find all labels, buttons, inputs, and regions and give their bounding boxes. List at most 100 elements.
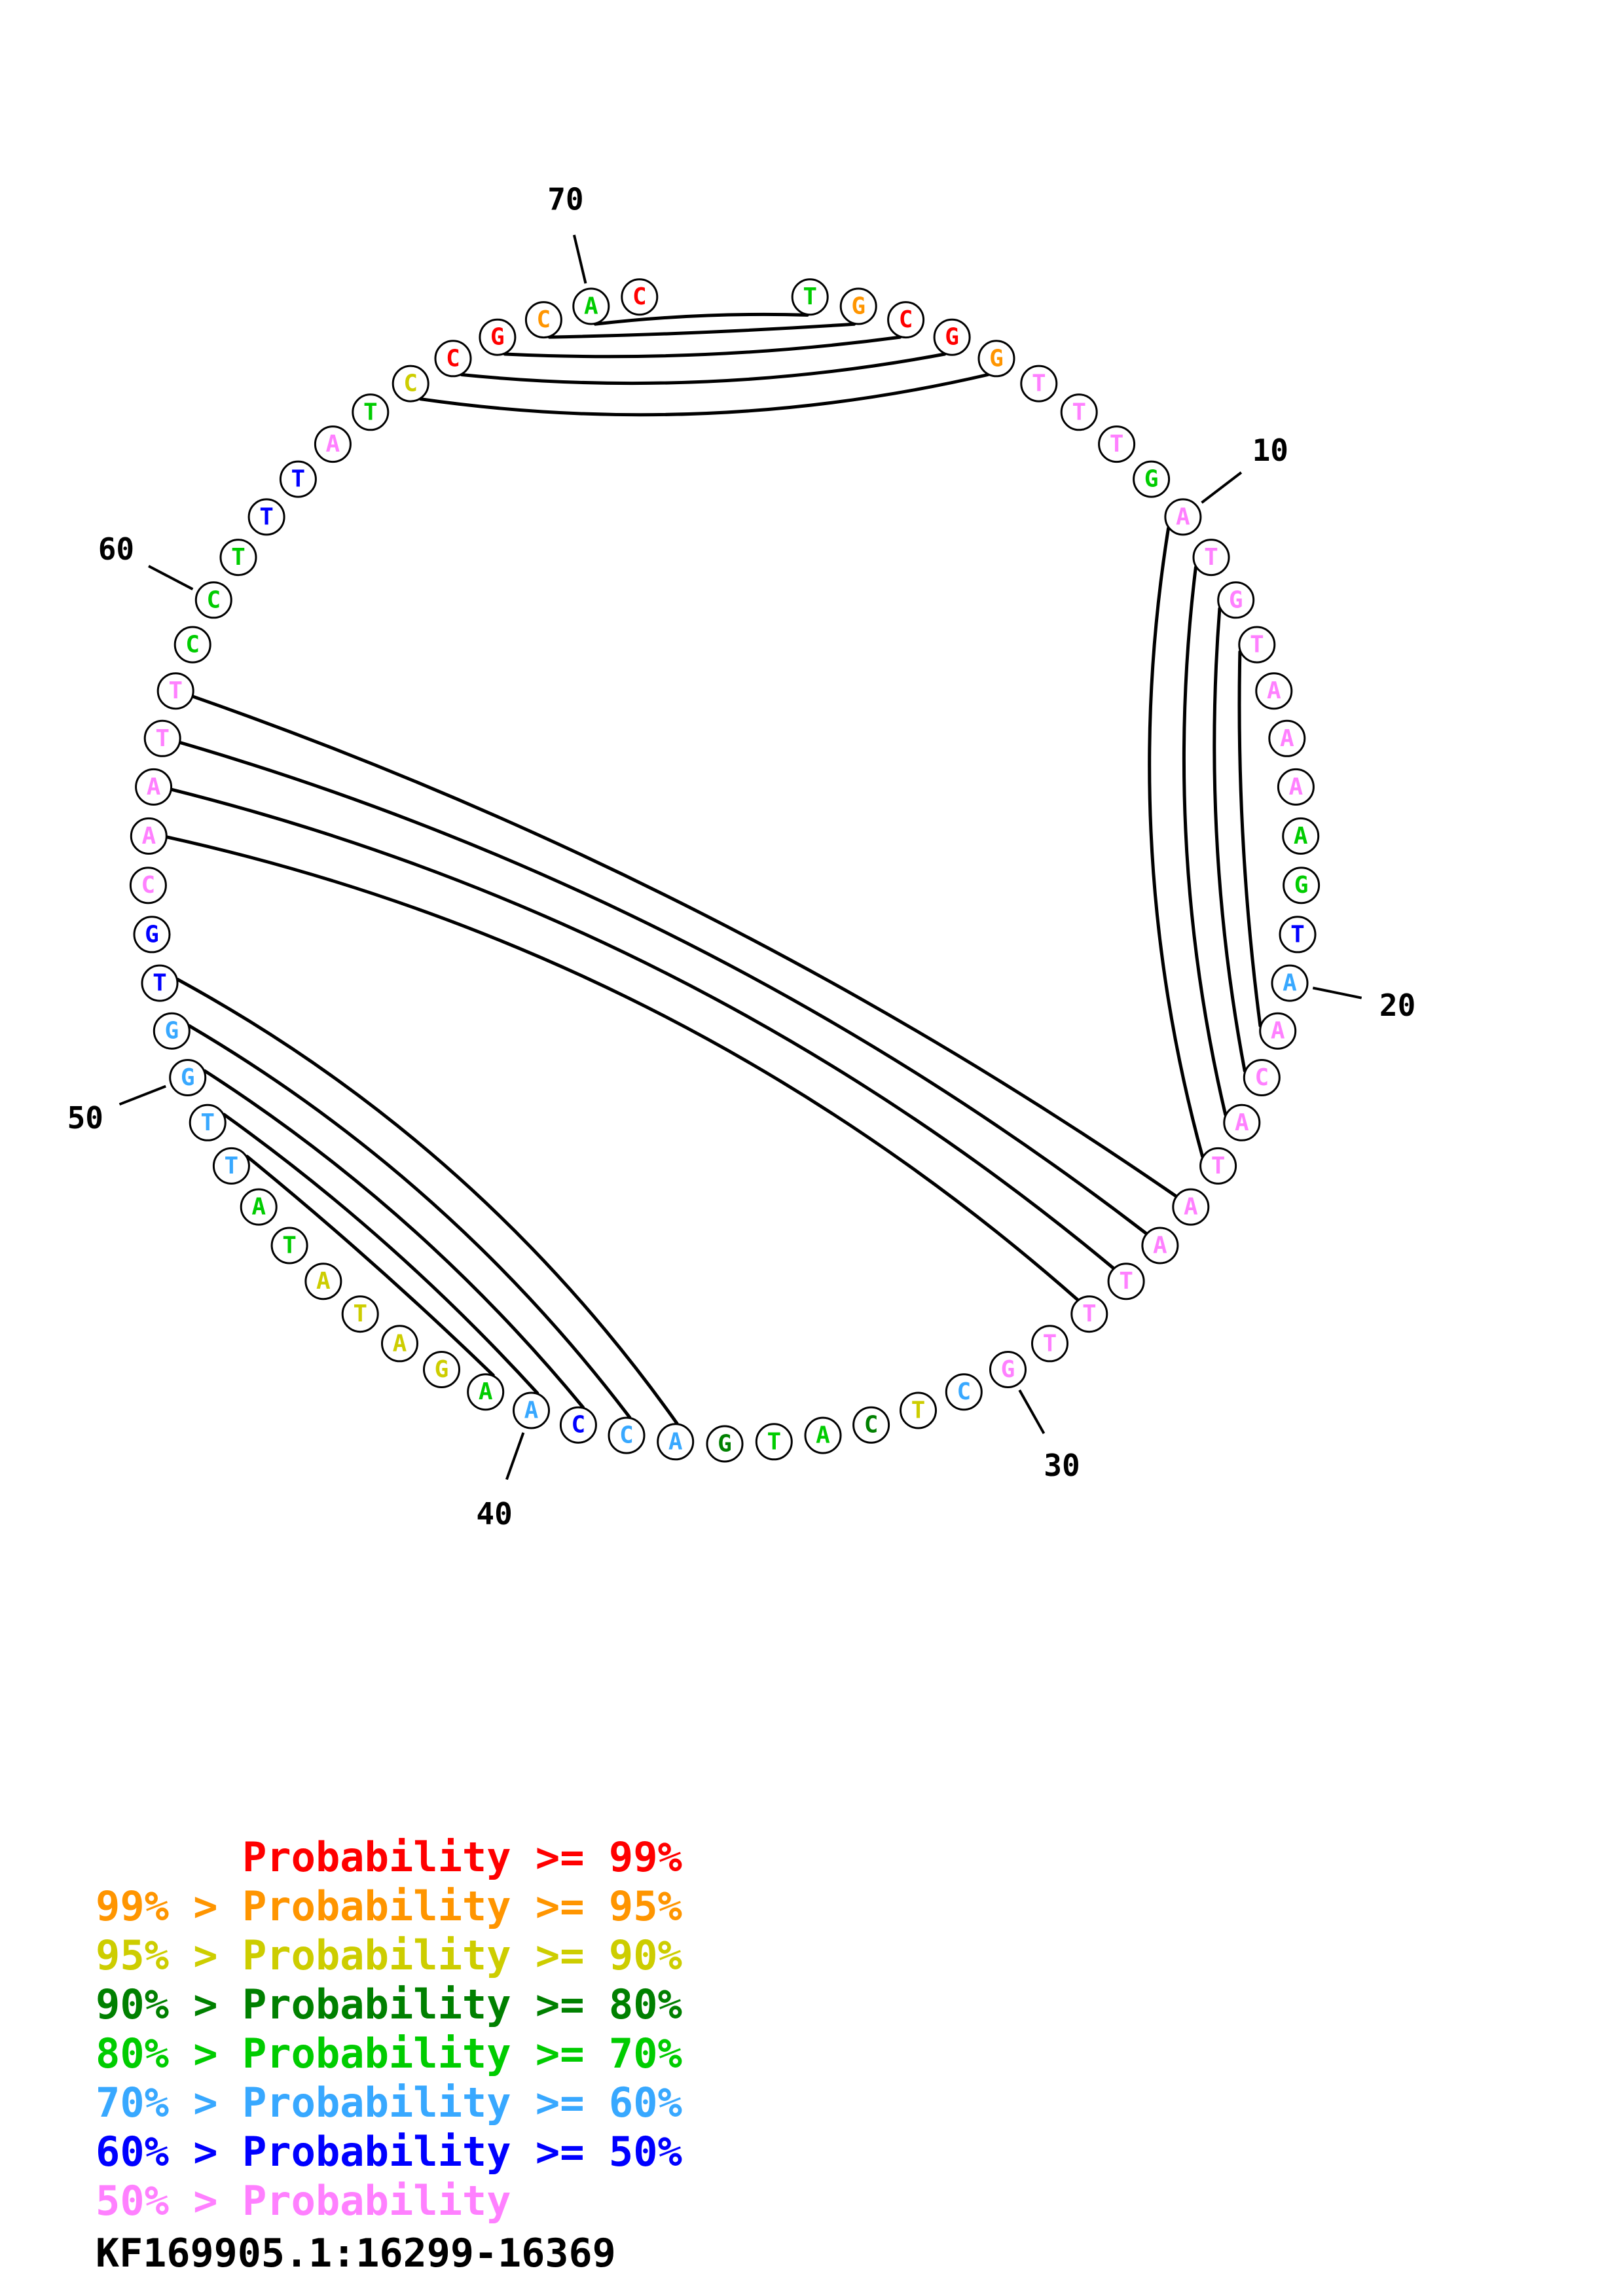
nucleotide-circle <box>900 1391 937 1429</box>
nucleotide-letter: T <box>153 970 167 997</box>
nucleotide-letter: A <box>1289 774 1304 800</box>
nucleotide-letter: G <box>164 1018 179 1045</box>
nucleotide-circle <box>1172 1188 1210 1226</box>
nucleotide-letter: C <box>864 1412 879 1439</box>
nucleotide-letter: C <box>141 872 156 899</box>
base-pair-arc <box>547 322 856 339</box>
nucleotide-circle <box>1031 1325 1068 1363</box>
nucleotide-circle <box>247 498 285 536</box>
nucleotide-letter: C <box>403 370 418 397</box>
legend-row: Probability >= 99% <box>96 1833 682 1881</box>
nucleotide-letter: G <box>1229 586 1243 613</box>
nucleotide-letter: A <box>1267 677 1281 704</box>
position-tick-label: 30 <box>1044 1448 1080 1483</box>
nucleotide-circle <box>279 460 317 498</box>
nucleotide-circle <box>1259 1012 1297 1050</box>
base-pair-arc <box>170 787 1116 1270</box>
nucleotide-letter: T <box>155 725 170 752</box>
nucleotide-circle <box>621 278 659 316</box>
nucleotide-letter: T <box>231 544 246 571</box>
base-pair-arc <box>503 335 902 359</box>
nucleotide-letter: T <box>1110 431 1124 457</box>
nucleotide-circle <box>572 287 610 325</box>
nucleotide-letter: T <box>200 1109 215 1136</box>
nucleotide-circle <box>524 301 562 339</box>
position-tick-line <box>572 234 587 284</box>
base-pair-arc <box>175 978 679 1426</box>
nucleotide-letter: A <box>1153 1232 1167 1259</box>
nucleotide-circle <box>467 1373 505 1411</box>
base-pair-arc <box>460 352 947 386</box>
nucleotide-letter: A <box>1280 725 1294 752</box>
position-tick-label: 10 <box>1252 433 1288 468</box>
position-tick-label: 70 <box>547 182 583 217</box>
nucleotide-circle <box>933 318 971 356</box>
nucleotide-circle <box>135 768 173 806</box>
nucleotide-letter: C <box>1254 1064 1269 1091</box>
nucleotide-letter: C <box>572 1412 586 1439</box>
nucleotide-circle <box>352 393 390 431</box>
base-pair-arc <box>203 1069 585 1409</box>
nucleotide-letter: C <box>619 1422 634 1449</box>
nucleotide-letter: G <box>145 921 159 948</box>
nucleotide-circle <box>270 1227 308 1265</box>
nucleotide-circle <box>189 1103 227 1141</box>
nucleotide-letter: A <box>141 823 156 850</box>
base-pair-arc <box>593 312 809 326</box>
nucleotide-letter: A <box>524 1397 539 1424</box>
base-pair-arc <box>1213 607 1247 1073</box>
nucleotide-letter: A <box>1235 1109 1249 1136</box>
nucleotide-letter: A <box>393 1330 407 1357</box>
nucleotide-circle <box>173 626 211 664</box>
nucleotide-letter: G <box>1144 466 1159 493</box>
nucleotide-letter: A <box>326 431 340 457</box>
nucleotide-circle <box>1199 1147 1237 1185</box>
nucleotide-letter: G <box>1001 1356 1015 1383</box>
nucleotide-letter: C <box>537 306 551 333</box>
nucleotide-letter: T <box>1204 544 1218 571</box>
nucleotide-circle <box>1133 460 1171 498</box>
nucleotide-letter: C <box>632 283 647 310</box>
nucleotide-circle <box>381 1325 418 1363</box>
nucleotide-letter: G <box>945 324 959 351</box>
nucleotide-circle <box>657 1423 695 1461</box>
nucleotide-letter: C <box>899 306 913 333</box>
position-tick-line <box>148 565 194 590</box>
nucleotide-circle <box>791 278 829 316</box>
nucleotide-letter: C <box>206 586 221 613</box>
nucleotide-letter: T <box>803 283 817 310</box>
nucleotide-letter: A <box>251 1194 266 1221</box>
nucleotide-letter: A <box>316 1268 331 1295</box>
nucleotide-letter: T <box>1211 1153 1226 1179</box>
nucleotide-letter: T <box>1250 632 1264 658</box>
legend-row: 60% > Probability >= 50% <box>96 2128 682 2176</box>
nucleotide-letter: G <box>1294 872 1309 899</box>
nucleotide-letter: T <box>291 466 306 493</box>
nucleotide-letter: A <box>147 774 161 800</box>
nucleotide-letter: T <box>259 503 274 530</box>
nucleotide-circle <box>434 340 472 378</box>
nucleotide-circle <box>1268 719 1306 757</box>
nucleotide-letter: G <box>435 1356 449 1383</box>
nucleotide-letter: T <box>363 399 378 425</box>
base-pair-arc <box>187 1024 632 1420</box>
nucleotide-circle <box>156 672 194 710</box>
nucleotide-letter: G <box>851 293 866 320</box>
nucleotide-circle <box>1223 1103 1261 1141</box>
nucleotide-circle <box>423 1351 460 1388</box>
nucleotide-letter: G <box>989 345 1004 372</box>
position-tick-label: 50 <box>67 1100 103 1136</box>
nucleotide-letter: T <box>353 1300 367 1327</box>
position-tick-label: 40 <box>476 1496 512 1532</box>
nucleotide-letter: A <box>584 293 598 320</box>
position-tick-line <box>119 1085 166 1106</box>
base-pair-arc <box>245 1155 495 1377</box>
nucleotide-letter: T <box>767 1428 781 1455</box>
nucleotide-circle <box>608 1416 646 1454</box>
nucleotide-circle <box>989 1351 1027 1388</box>
base-pair-arc <box>418 373 990 417</box>
nucleotide-circle <box>169 1059 207 1096</box>
nucleotide-circle <box>1283 867 1321 905</box>
nucleotide-circle <box>479 318 517 356</box>
nucleotide-letter: A <box>1176 503 1190 530</box>
